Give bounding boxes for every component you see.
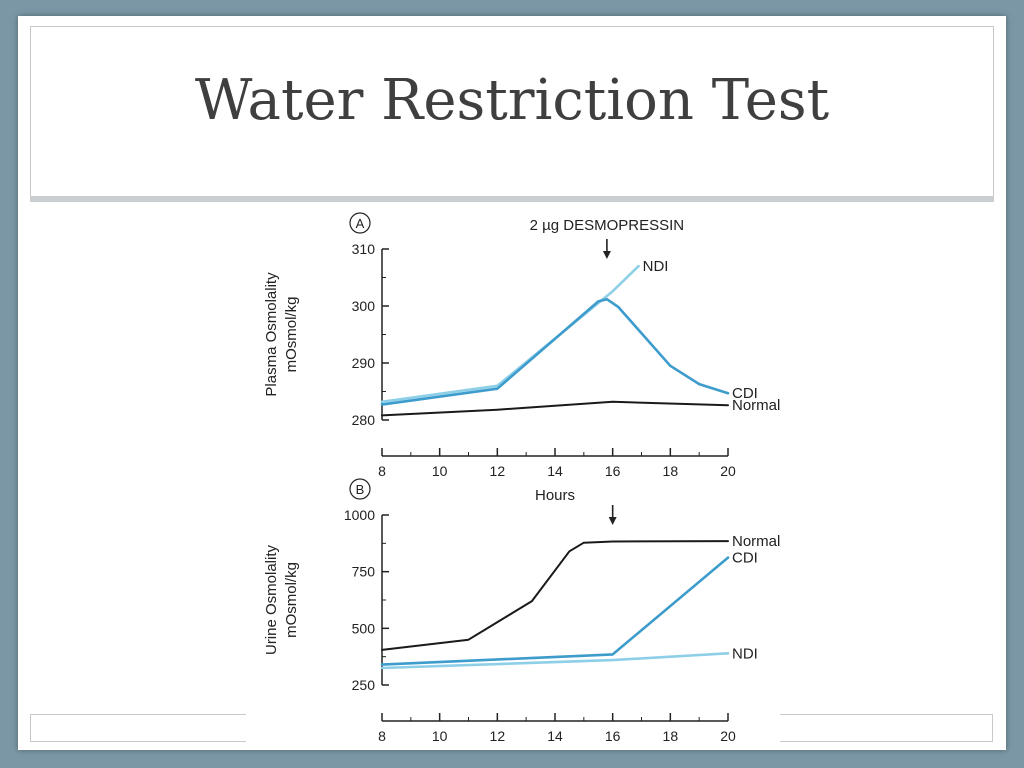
slide-frame-bottom-right — [780, 714, 993, 742]
panel-b-y-axis-title: Urine Osmolality — [263, 544, 280, 655]
panel-b-series-cdi-label: CDI — [732, 550, 758, 567]
chart-area: A 280 290 300 310 8 10 12 14 16 18 20 Hours Plasma Os… — [246, 204, 780, 750]
panel-b-label-circle — [349, 478, 371, 500]
panel-b-y-tick-label: 750 — [352, 564, 376, 580]
panel-b-series-normal-line — [381, 540, 729, 651]
panel-b-y-tick-label: 250 — [352, 677, 376, 693]
panel-b-x-tick-label: 14 — [547, 728, 563, 744]
panel-a-x-tick-label: 16 — [605, 463, 621, 479]
slide-frame-bottom-left — [30, 714, 247, 742]
panel-a-series-cdi-line — [380, 297, 730, 406]
panel-b-y-tick-label: 1000 — [344, 507, 375, 523]
panel-a-series-normal-line — [381, 400, 729, 417]
panel-b-x-tick-label: 16 — [605, 728, 621, 744]
panel-b-x-tick-label: 8 — [378, 728, 386, 744]
panel-b-desmopressin-arrow-head — [608, 517, 617, 525]
panel-a-x-tick-label: 14 — [547, 463, 563, 479]
water-restriction-charts: A 280 290 300 310 8 10 12 14 16 18 20 Hours Plasma Os… — [263, 212, 780, 744]
title-divider — [30, 196, 994, 202]
panel-a-y-axis-unit: mOsmol/kg — [283, 297, 300, 373]
panel-a-x-tick-label: 12 — [490, 463, 506, 479]
panel-b-x-tick-label: 18 — [663, 728, 679, 744]
panel-b-series-ndi-line — [380, 652, 730, 670]
panel-b-series-ndi-label: NDI — [732, 645, 758, 662]
panel-a-series-normal-label: Normal — [732, 397, 780, 414]
slide: Water Restriction Test A 280 290 300 310 8 10 1… — [18, 16, 1006, 750]
panel-a-series-ndi-line — [380, 264, 640, 404]
panel-a-y-tick-label: 280 — [352, 412, 376, 428]
panel-b-x-tick-label: 10 — [432, 728, 448, 744]
panel-a-series-ndi-label: NDI — [643, 258, 669, 275]
panel-a-x-tick-label: 20 — [720, 463, 736, 479]
panel-a-x-tick-label: 10 — [432, 463, 448, 479]
panel-a-y-tick-label: 310 — [352, 241, 376, 257]
panel-b-series-cdi-line — [380, 556, 730, 666]
panel-b-x-tick-label: 20 — [720, 728, 736, 744]
panel-b-label: B — [356, 482, 365, 497]
slide-frame-top — [30, 26, 994, 197]
panel-a-desmopressin-arrow-head — [602, 251, 611, 259]
panel-b-x-tick-label: 12 — [490, 728, 506, 744]
panel-b-y-tick-label: 500 — [352, 620, 376, 636]
panel-a-x-axis-title: Hours — [535, 487, 575, 504]
panel-a-series-cdi-label: CDI — [732, 385, 758, 402]
slide-title: Water Restriction Test — [194, 68, 830, 133]
panel-b-series-normal-label: Normal — [732, 533, 780, 550]
panel-a-y-axis-title: Plasma Osmolality — [263, 272, 280, 397]
panel-a-y-tick-label: 300 — [352, 298, 376, 314]
panel-a-label-circle — [349, 212, 371, 234]
panel-a-x-tick-label: 8 — [378, 463, 386, 479]
panel-a-y-tick-label: 290 — [352, 355, 376, 371]
panel-b-y-axis-unit: mOsmol/kg — [283, 562, 300, 638]
panel-a-x-tick-label: 18 — [663, 463, 679, 479]
panel-a-label: A — [356, 216, 365, 231]
panel-a-annotation: 2 µg DESMOPRESSIN — [530, 217, 685, 234]
